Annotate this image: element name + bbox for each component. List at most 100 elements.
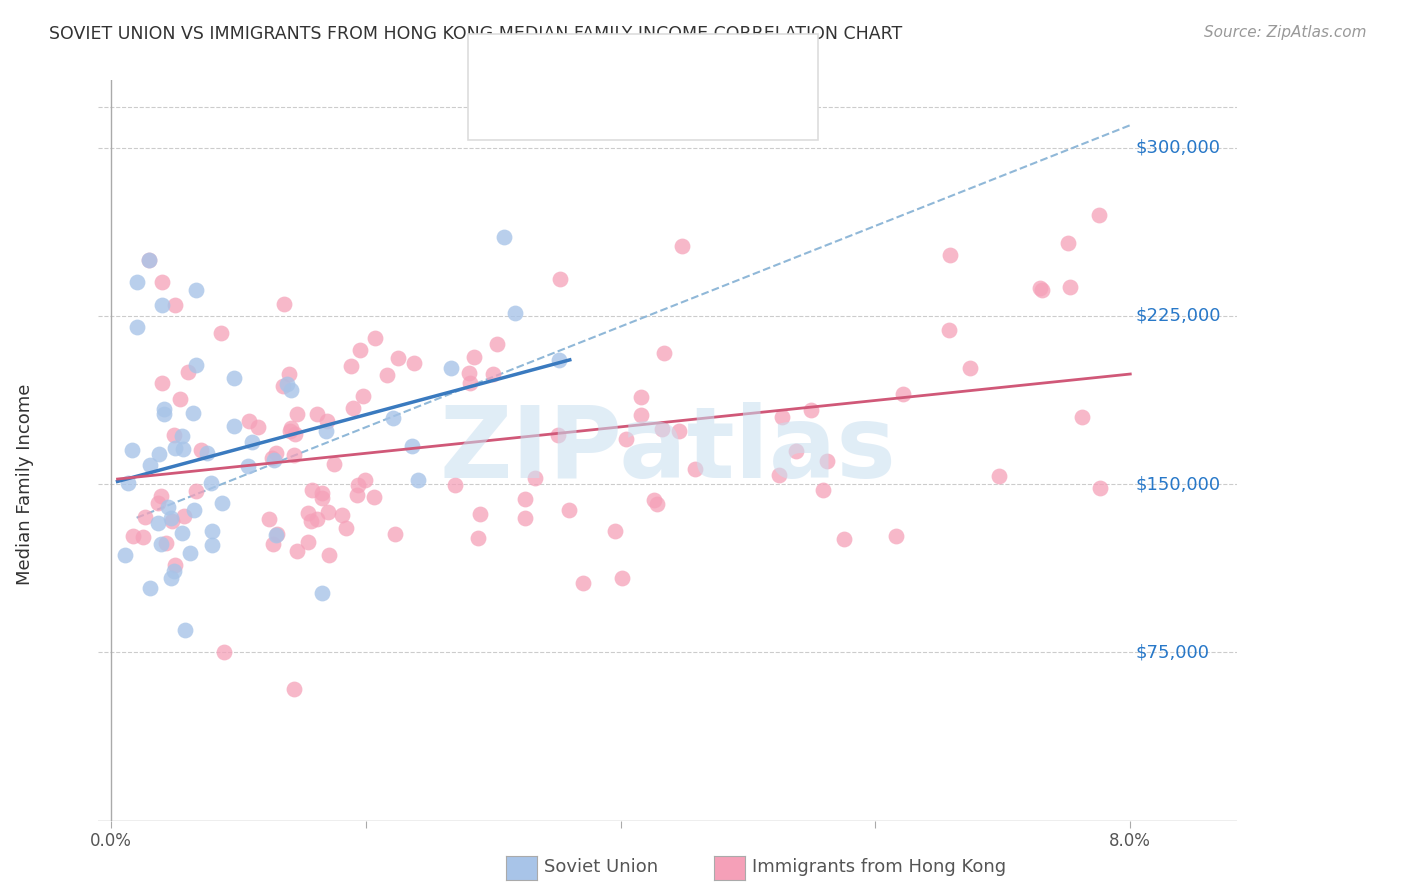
Point [271,379,294,393]
Point [513,491,536,506]
Point [515,511,537,525]
Point [153,402,176,417]
Point [614,433,637,447]
Point [209,326,232,340]
Point [558,503,581,517]
Point [176,365,198,379]
Point [262,537,284,551]
Point [247,420,270,434]
Point [1029,281,1052,295]
Point [297,506,319,520]
Point [463,350,485,364]
Point [1071,409,1094,424]
Point [125,275,148,289]
Point [163,427,186,442]
Point [138,252,160,267]
Point [150,489,173,503]
Point [156,500,179,514]
Point [323,457,346,471]
Point [1087,208,1109,222]
Point [150,275,173,289]
Point [190,442,212,457]
Point [1088,481,1111,495]
Point [285,407,308,421]
Point [146,516,169,531]
Point [548,272,571,286]
Point [163,441,186,455]
Text: Immigrants from Hong Kong: Immigrants from Hong Kong [752,858,1007,876]
Point [467,531,489,545]
Point [458,366,481,380]
Point [134,509,156,524]
Point [173,508,195,523]
Point [384,527,406,541]
Point [645,497,668,511]
Point [200,476,222,491]
Text: Soviet Union: Soviet Union [544,858,658,876]
Point [297,535,319,549]
Text: 0.079: 0.079 [567,95,627,115]
Point [349,343,371,357]
Point [184,483,207,498]
Point [548,352,571,367]
Point [169,392,191,406]
Point [572,575,595,590]
Point [125,320,148,334]
Point [547,427,569,442]
Point [212,645,235,659]
Point [150,536,173,550]
Point [211,496,233,510]
Point [482,367,505,381]
Point [1059,280,1081,294]
Point [285,544,308,558]
Point [283,681,305,696]
Text: R =: R = [524,54,567,74]
Point [770,409,793,424]
Point [318,548,340,562]
Point [260,450,283,465]
Point [811,483,834,497]
Point [311,586,333,600]
Point [346,478,368,492]
Point [381,411,404,425]
Point [184,359,207,373]
Text: $300,000: $300,000 [1136,138,1220,157]
Point [278,424,301,438]
Point [277,367,299,381]
Point [492,230,515,244]
Point [186,284,208,298]
Point [179,546,201,560]
Point [162,514,184,528]
Text: $75,000: $75,000 [1136,643,1209,661]
Point [330,508,353,522]
Point [280,421,302,435]
Text: 111: 111 [668,95,709,115]
Point [364,331,387,345]
Point [643,493,665,508]
Point [375,368,398,382]
Text: 50: 50 [668,54,695,74]
Text: ZIPatlas: ZIPatlas [440,402,896,499]
Point [259,512,281,526]
Text: Source: ZipAtlas.com: Source: ZipAtlas.com [1204,25,1367,40]
Point [891,387,914,401]
Point [683,462,706,476]
Point [342,401,364,415]
Point [159,571,181,585]
Point [938,247,960,261]
Point [305,512,328,526]
Point [155,536,177,550]
Point [485,337,508,351]
Point [121,442,143,457]
Point [153,408,176,422]
Point [238,414,260,428]
Point [311,491,333,505]
Point [165,558,187,573]
Point [316,505,339,519]
Point [354,473,377,487]
Point [387,351,409,366]
Point [832,532,855,546]
Point [988,468,1011,483]
Point [815,454,838,468]
Point [201,538,224,552]
